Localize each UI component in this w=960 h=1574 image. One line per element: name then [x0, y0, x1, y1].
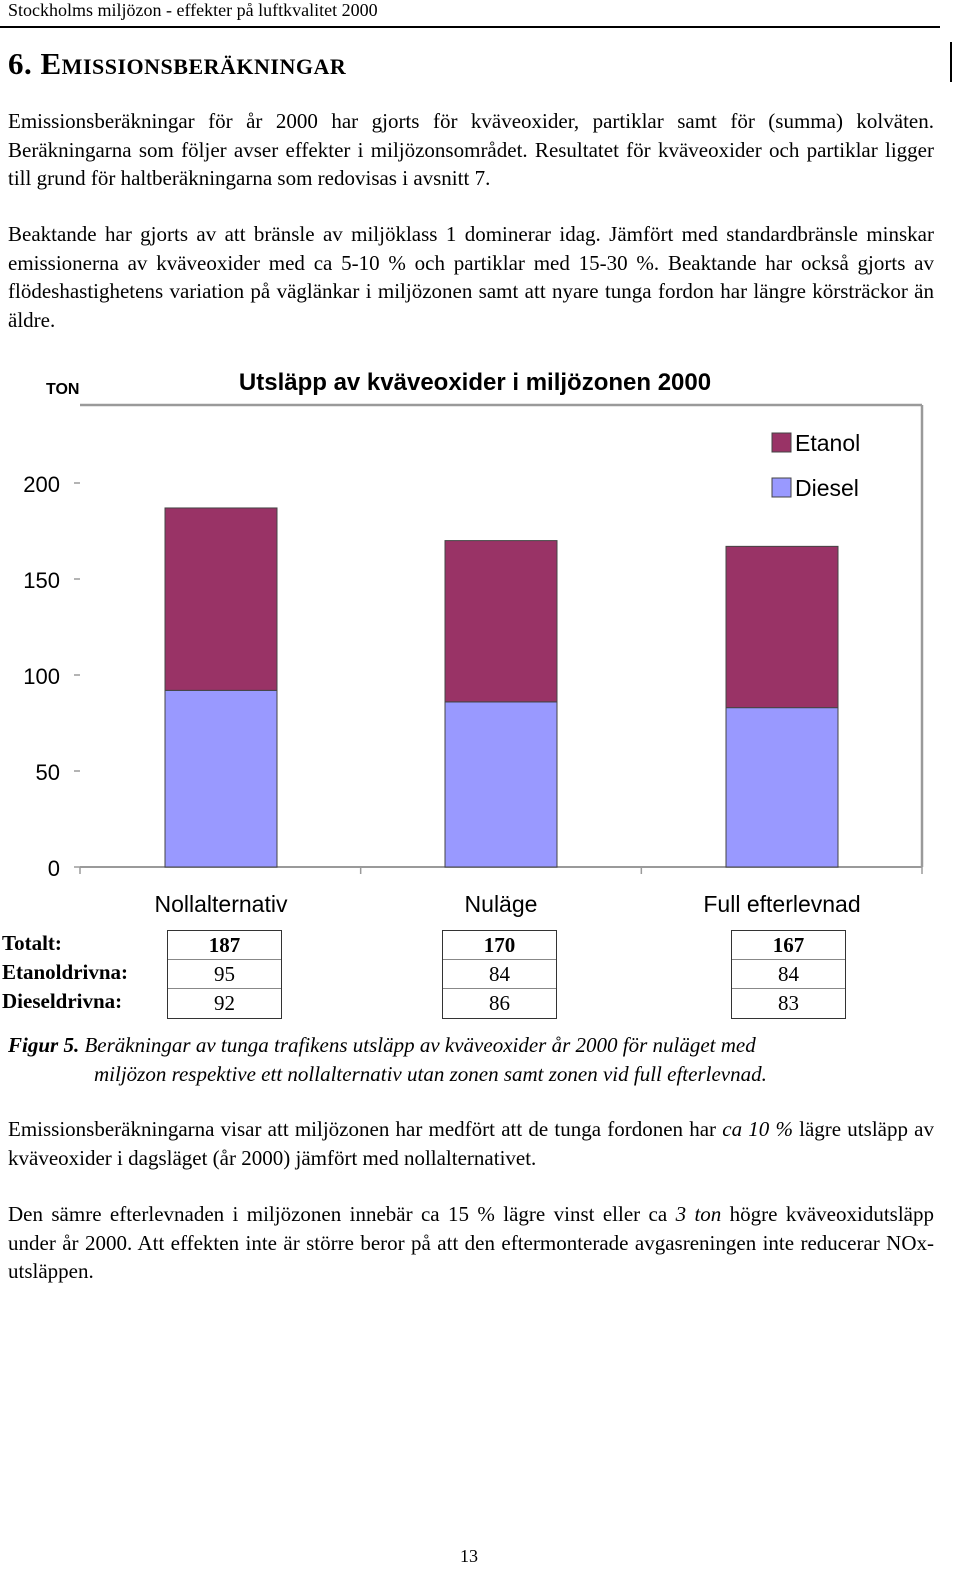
- x-category-label: Full efterlevnad: [703, 891, 860, 917]
- figure-caption: Figur 5. Beräkningar av tunga trafikens …: [8, 1031, 938, 1089]
- bar-etanol-segment: [725, 545, 839, 709]
- bar-etanol-segment: [444, 540, 558, 703]
- paragraph-results: Emissionsberäkningarna visar att miljözo…: [8, 1115, 934, 1172]
- paragraph-fuel: Beaktande har gjorts av att bränsle av m…: [8, 222, 934, 332]
- text-run: högre kväveoxidutsläpp under år 2000. At…: [8, 1202, 935, 1283]
- diesel-value: 92: [214, 991, 235, 1015]
- text-run: lägre utsläpp av kväveoxider i dagsläget…: [8, 1117, 934, 1170]
- paragraph-intro: Emissionsberäkningar för år 2000 har gjo…: [8, 109, 934, 190]
- total-value: 167: [732, 931, 845, 960]
- caption-line-1: Beräkningar av tunga trafikens utsläpp a…: [84, 1033, 756, 1057]
- row-label-diesel: Dieseldrivna:: [2, 989, 123, 1013]
- y-axis-unit-label: TON: [46, 381, 79, 398]
- bar-etanol-segment: [164, 507, 278, 691]
- x-category-label: Nollalternativ: [155, 891, 288, 917]
- caption-line-2: miljözon respektive ett nollalternativ u…: [94, 1062, 767, 1086]
- section-title: 6. Emissionsberäkningar: [8, 46, 347, 81]
- bar-diesel-segment: [444, 701, 558, 868]
- legend-label-etanol: Etanol: [795, 430, 860, 456]
- figure-label: Figur 5.: [8, 1033, 80, 1057]
- text-run: Den sämre efterlevnaden i miljözonen inn…: [8, 1202, 676, 1226]
- diesel-value: 86: [489, 991, 510, 1015]
- summary-column-nulage: 170 84 86: [442, 930, 557, 1019]
- summary-table: Totalt: Etanoldrivna: Dieseldrivna: 187 …: [0, 928, 960, 1020]
- diesel-value: 83: [778, 991, 799, 1015]
- row-label-etanol: Etanoldrivna:: [2, 960, 129, 984]
- x-category-label: Nuläge: [465, 891, 538, 917]
- text-run: Emissionsberäkningarna visar att miljözo…: [8, 1117, 723, 1141]
- page-number: 13: [460, 1546, 478, 1566]
- y-tick-label: 100: [23, 664, 60, 689]
- total-value: 187: [168, 931, 281, 960]
- y-tick-label: 50: [36, 760, 60, 785]
- legend-swatch-etanol: [771, 432, 792, 453]
- emphasis: ca 10 %: [722, 1117, 793, 1141]
- emphasis: 3 ton: [675, 1202, 722, 1226]
- y-tick-label: 200: [23, 472, 60, 497]
- paragraph-compliance: Den sämre efterlevnaden i miljözonen inn…: [8, 1200, 934, 1286]
- margin-change-bar: [950, 42, 952, 82]
- legend-label-diesel: Diesel: [795, 475, 859, 501]
- etanol-value: 95: [168, 960, 281, 989]
- etanol-value: 84: [443, 960, 556, 989]
- bar-diesel-segment: [164, 689, 278, 868]
- summary-column-full-efterlevnad: 167 84 83: [731, 930, 846, 1019]
- legend-swatch-diesel: [771, 477, 792, 498]
- y-tick-label: 0: [48, 856, 60, 881]
- header-rule: [0, 26, 940, 28]
- running-header: Stockholms miljözon - effekter på luftkv…: [8, 0, 378, 20]
- total-value: 170: [443, 931, 556, 960]
- chart-title: Utsläpp av kväveoxider i miljözonen 2000: [239, 369, 711, 396]
- nox-emissions-chart: 0 50 100 150 200 TON Utsläpp av kväveoxider i …: [23, 369, 924, 917]
- summary-column-nollalternativ: 187 95 92: [167, 930, 282, 1019]
- bar-diesel-segment: [725, 707, 839, 868]
- etanol-value: 84: [732, 960, 845, 989]
- y-tick-label: 150: [23, 568, 60, 593]
- row-label-total: Totalt:: [2, 931, 62, 955]
